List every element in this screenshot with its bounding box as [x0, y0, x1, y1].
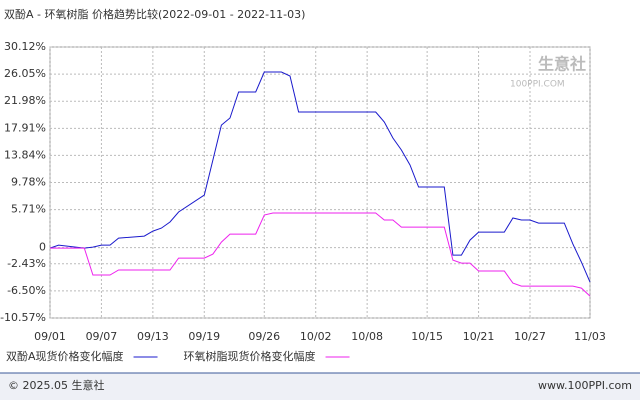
series-line: [50, 212, 591, 297]
chart-title: 双酚A - 环氧树脂 价格趋势比较(2022-09-01 - 2022-11-0…: [4, 7, 305, 21]
x-tick-label: 09/19: [188, 330, 220, 343]
x-tick-label: 09/01: [34, 330, 66, 343]
x-tick-label: 09/13: [137, 330, 169, 343]
y-tick-label: 9.78%: [11, 175, 46, 188]
y-tick-label: 0: [39, 241, 46, 254]
x-tick-label: 10/15: [411, 330, 443, 343]
x-tick-label: 11/03: [574, 330, 606, 343]
y-tick-label: 30.12%: [4, 40, 46, 53]
y-tick-label: -6.50%: [7, 284, 46, 297]
footer-right: www.100PPI.com: [538, 379, 632, 392]
footer-bar: [0, 373, 640, 400]
x-tick-label: 09/26: [248, 330, 280, 343]
legend-label: 环氧树脂现货价格变化幅度: [184, 349, 316, 363]
y-tick-label: 5.71%: [11, 203, 46, 216]
y-tick-label: -10.57%: [0, 311, 46, 324]
y-tick-label: 21.98%: [4, 94, 46, 107]
y-tick-label: 17.91%: [4, 121, 46, 134]
series-line: [49, 71, 591, 283]
y-tick-label: 13.84%: [4, 148, 46, 161]
legend-label: 双酚A现货价格变化幅度: [6, 349, 124, 363]
x-tick-label: 09/07: [86, 330, 118, 343]
x-tick-label: 10/02: [300, 330, 332, 343]
x-tick-label: 10/27: [514, 330, 546, 343]
footer-left: © 2025.05 生意社: [8, 378, 104, 392]
x-tick-label: 10/21: [463, 330, 495, 343]
y-tick-label: 26.05%: [4, 67, 46, 80]
y-tick-label: -2.43%: [7, 257, 46, 270]
watermark-site: 100PPI.COM: [510, 80, 565, 90]
watermark-brand: 生意社: [538, 55, 586, 74]
x-tick-label: 10/08: [351, 330, 383, 343]
